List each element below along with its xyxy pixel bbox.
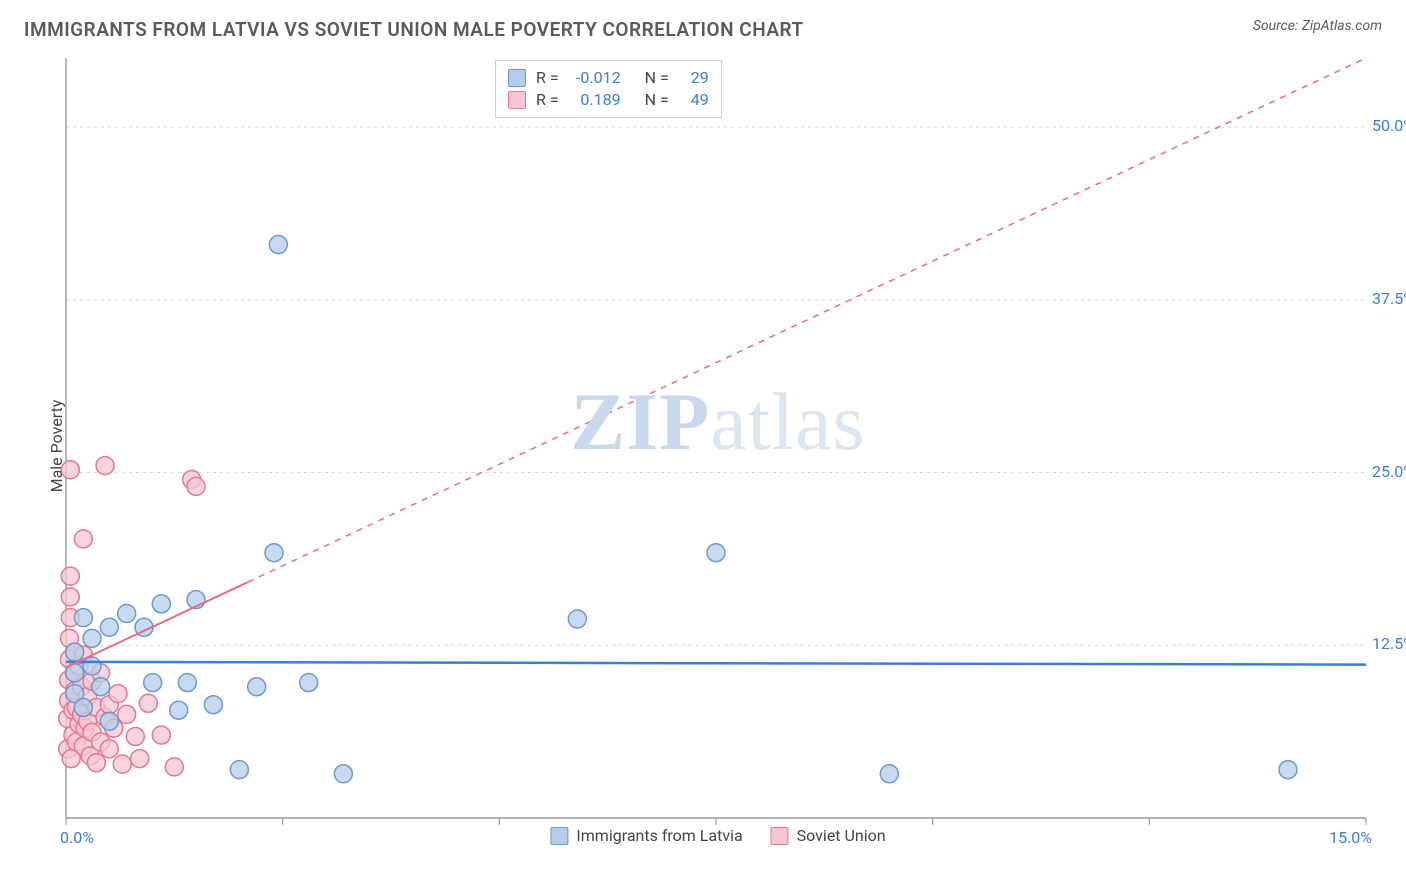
tick-label: 15.0% [1329,828,1372,847]
data-point [230,761,248,779]
data-point [334,765,352,783]
data-point [96,457,114,475]
data-point [139,694,157,712]
data-point [204,696,222,714]
stat-value: 29 [679,67,709,89]
data-point [269,236,287,254]
legend-label: Soviet Union [797,826,886,845]
data-point [144,674,162,692]
data-point [178,674,196,692]
tick-label: 50.0% [1372,116,1406,135]
legend-swatch [508,91,526,109]
chart-area: ZIPatlas 12.5%25.0%37.5%50.0%0.0%15.0%R … [56,58,1380,850]
data-point [265,544,283,562]
data-point [83,629,101,647]
data-point [61,588,79,606]
stat-label: R = [536,89,559,111]
tick-label: 37.5% [1372,289,1406,308]
correlation-legend: R = -0.012 N = 29 R = 0.189 N = 49 [495,60,722,118]
legend-label: Immigrants from Latvia [576,826,742,845]
data-point [1279,761,1297,779]
data-point [100,712,118,730]
data-point [118,604,136,622]
data-point [248,678,266,696]
data-point [74,609,92,627]
stat-label: R = [536,67,559,89]
data-point [74,530,92,548]
data-point [126,727,144,745]
data-point [113,755,131,773]
legend-swatch [550,827,568,845]
data-point [92,678,110,696]
stat-value: 49 [679,89,709,111]
data-point [131,750,149,768]
data-point [707,544,725,562]
chart-title: IMMIGRANTS FROM LATVIA VS SOVIET UNION M… [24,18,804,41]
legend-swatch [508,69,526,87]
data-point [165,758,183,776]
scatter-plot [56,58,1380,850]
data-point [100,740,118,758]
data-point [568,610,586,628]
data-point [170,701,188,719]
data-point [880,765,898,783]
data-point [61,461,79,479]
legend-item: Soviet Union [771,826,886,845]
data-point [300,674,318,692]
tick-label: 12.5% [1372,634,1406,653]
data-point [100,618,118,636]
data-point [66,643,84,661]
data-point [87,754,105,772]
data-point [61,567,79,585]
tick-label: 25.0% [1372,462,1406,481]
data-point [83,657,101,675]
data-point [109,685,127,703]
data-point [152,595,170,613]
legend-item: Immigrants from Latvia [550,826,742,845]
stat-label: N = [645,67,669,89]
data-point [118,705,136,723]
stat-value: -0.012 [569,67,621,89]
stat-value: 0.189 [569,89,621,111]
source-credit: Source: ZipAtlas.com [1253,18,1382,34]
data-point [74,698,92,716]
tick-label: 0.0% [60,828,94,847]
data-point [152,726,170,744]
stat-label: N = [645,89,669,111]
data-point [187,477,205,495]
legend-swatch [771,827,789,845]
series-legend: Immigrants from Latvia Soviet Union [550,826,885,845]
